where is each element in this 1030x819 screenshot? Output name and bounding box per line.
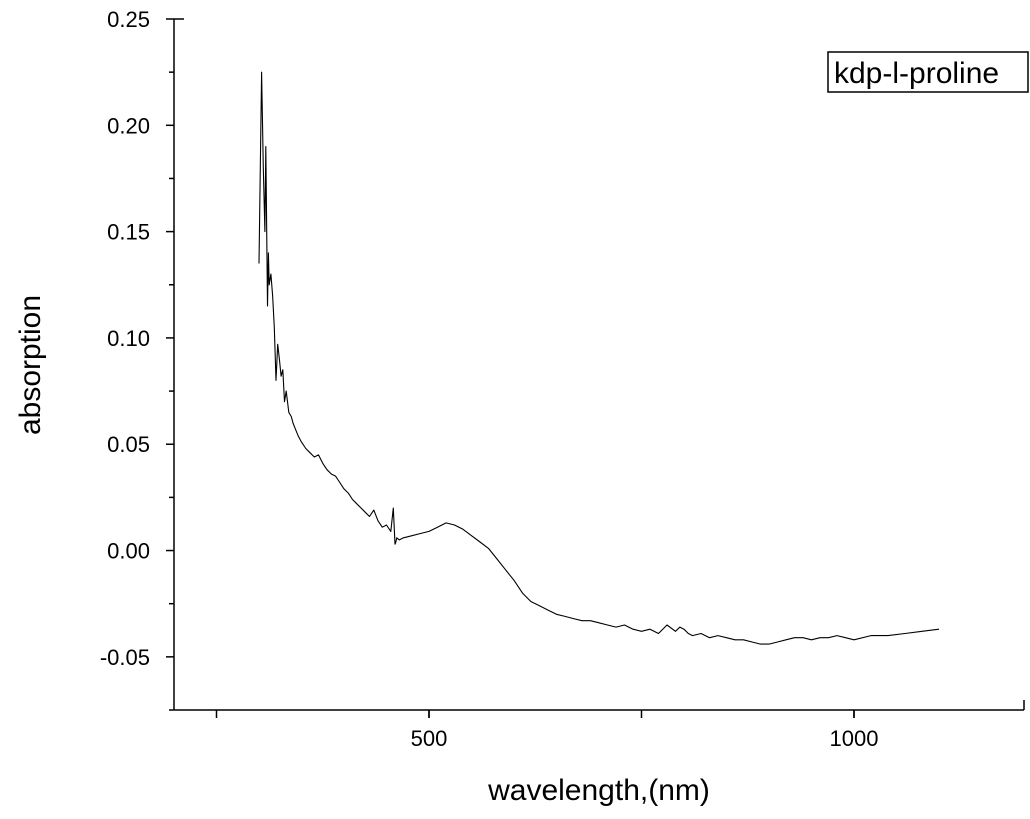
y-axis-ticks: -0.05 0.00 0.05 0.10 0.15 0.20 0.25	[100, 7, 174, 711]
plot-frame	[173, 18, 1025, 711]
y-tick-label: 0.15	[107, 220, 150, 245]
y-tick-label: 0.20	[107, 113, 150, 138]
x-tick-label: 500	[411, 726, 448, 751]
y-tick-label: -0.05	[100, 645, 150, 670]
y-tick-label: 0.00	[107, 539, 150, 564]
series-line	[258, 71, 940, 645]
y-axis-label: absorption	[14, 295, 47, 435]
x-axis-label: wavelength,(nm)	[487, 774, 710, 807]
y-tick-label: 0.10	[107, 326, 150, 351]
legend: kdp-l-proline	[827, 51, 1029, 93]
y-tick-label: 0.05	[107, 432, 150, 457]
x-axis-ticks: 500 1000	[215, 710, 879, 751]
y-tick-label: 0.25	[107, 7, 150, 32]
legend-box	[827, 51, 1029, 93]
series-layer	[258, 71, 940, 645]
x-tick-label: 1000	[830, 726, 879, 751]
legend-entry-label: kdp-l-proline	[834, 57, 999, 90]
